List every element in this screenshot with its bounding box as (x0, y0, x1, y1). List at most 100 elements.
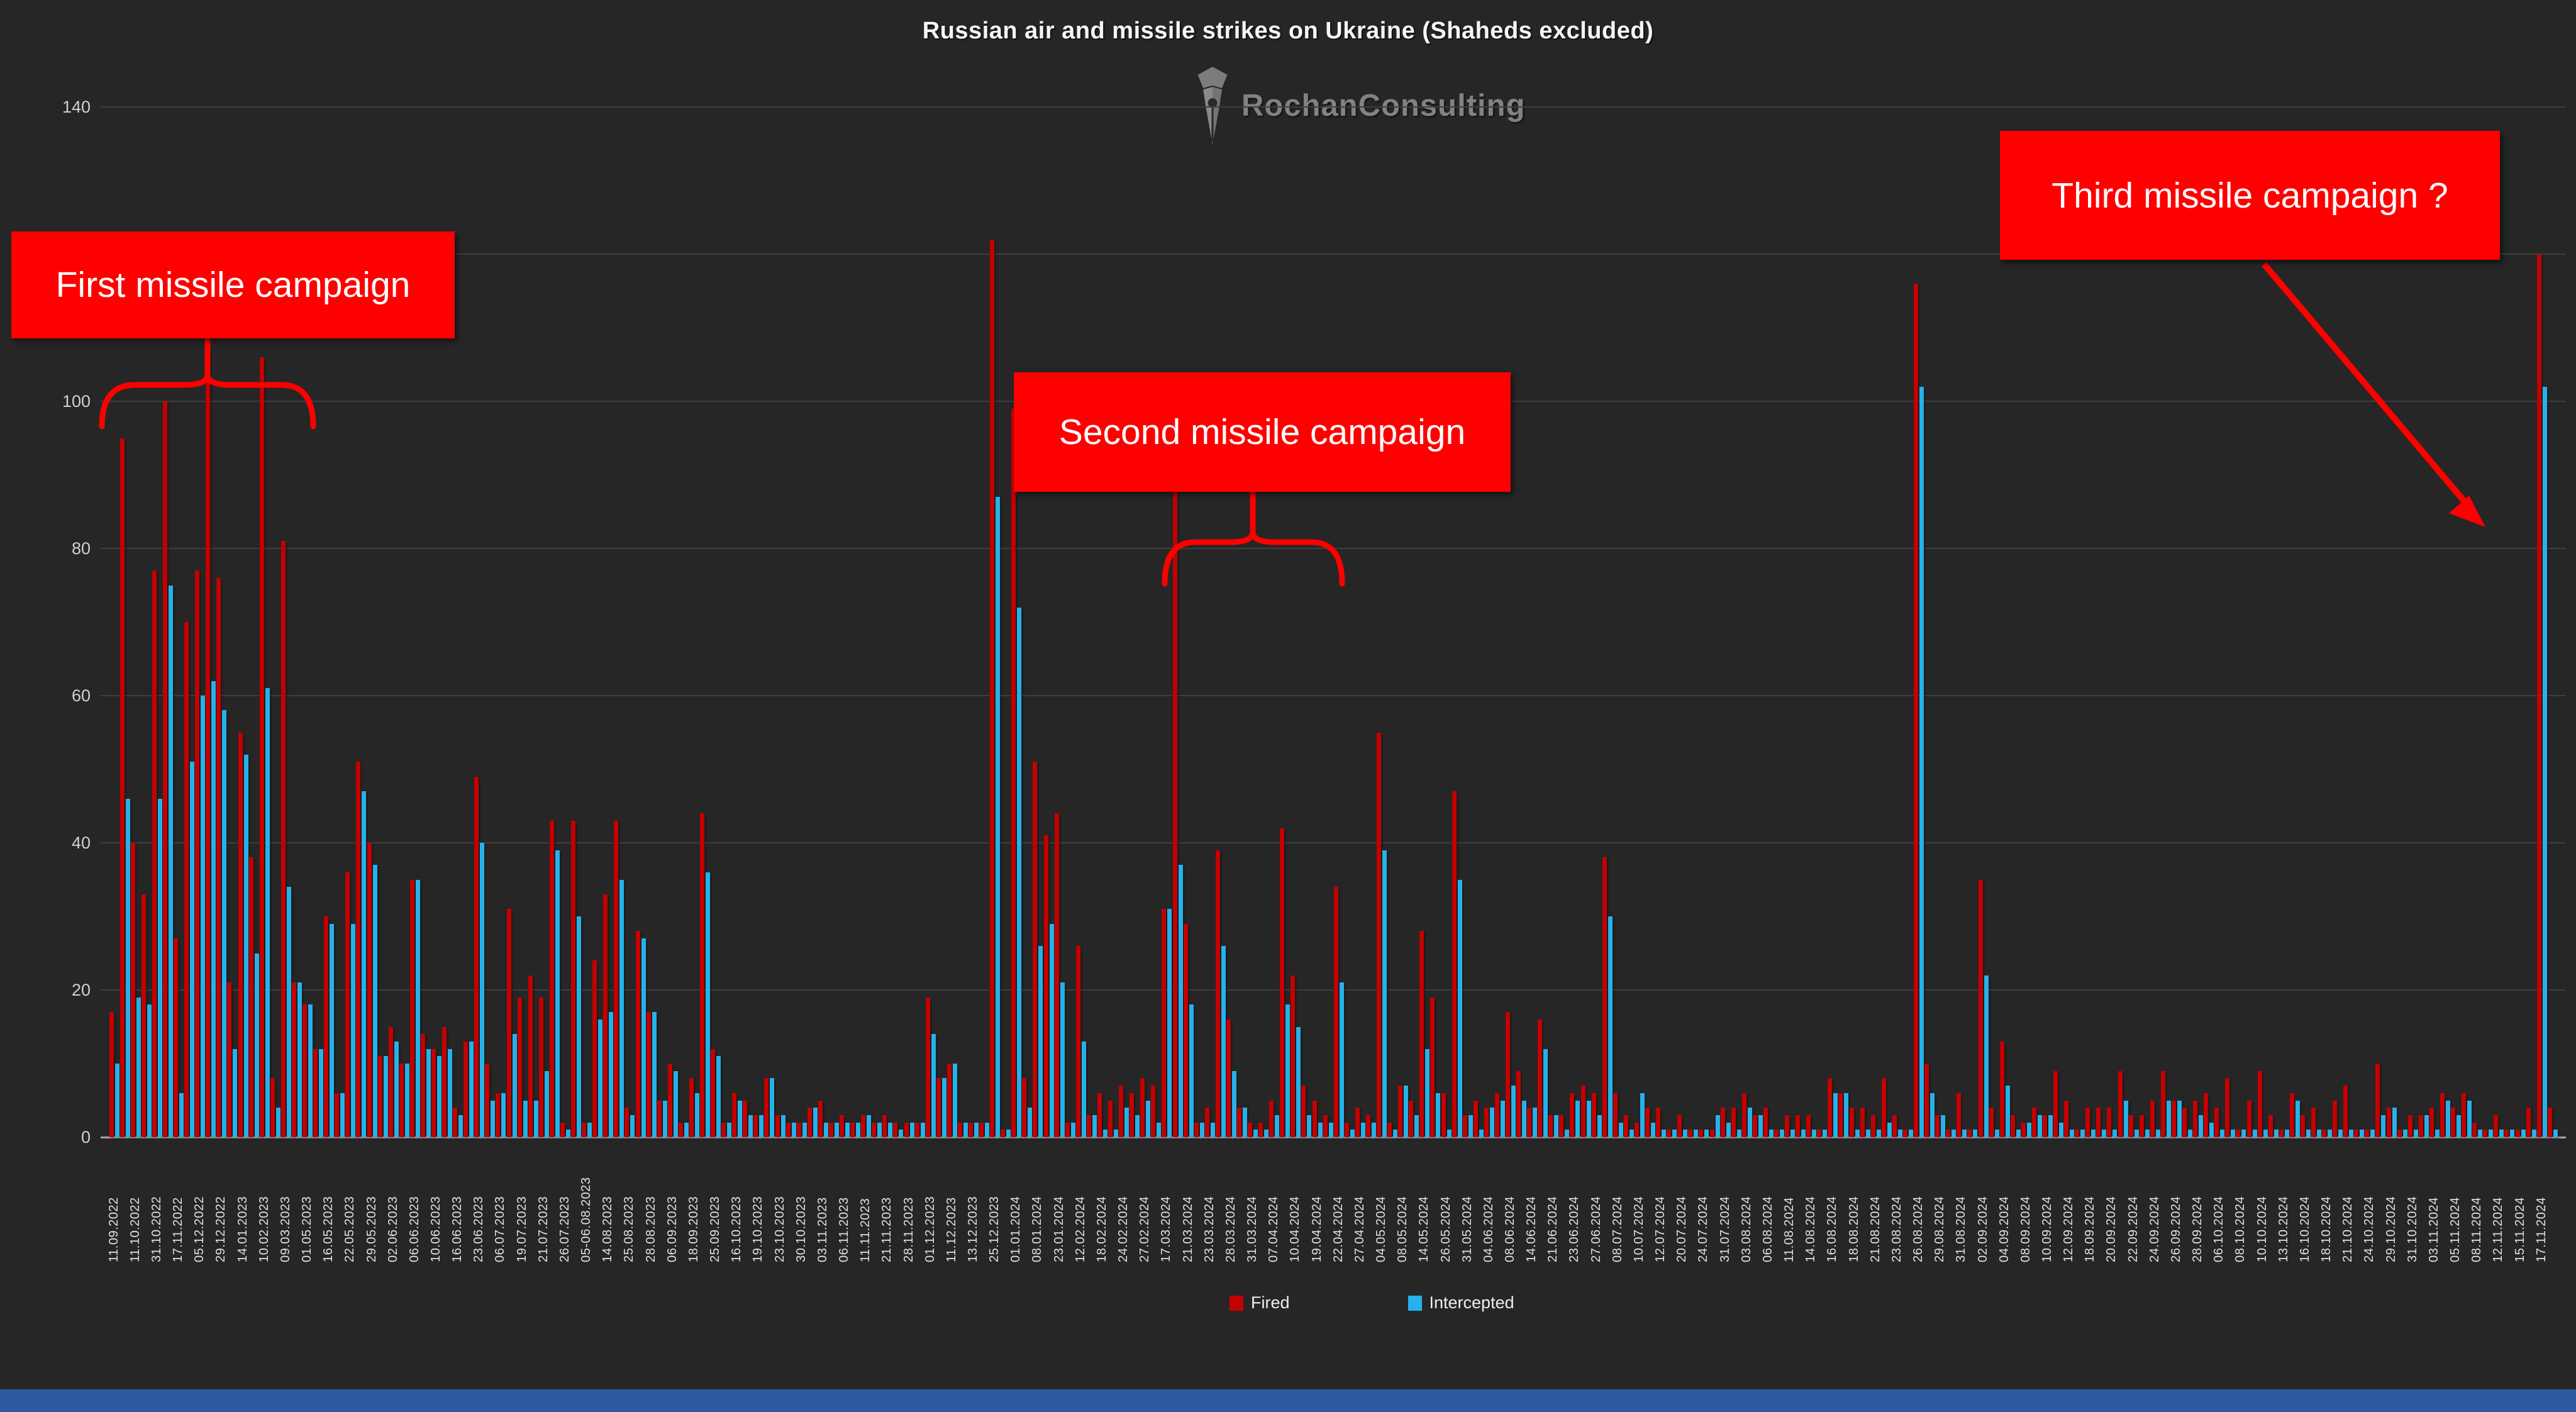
bar-fired (872, 1122, 877, 1137)
bar-fired (1377, 732, 1382, 1137)
bar-fired (291, 982, 296, 1137)
bar-intercepted (1994, 1130, 1999, 1137)
bar-intercepted (963, 1122, 968, 1137)
bar-fired (324, 916, 329, 1137)
x-tick-label: 04.09.2024 (1997, 1196, 2011, 1262)
bar-fired (2375, 1064, 2380, 1137)
bar-intercepted (2489, 1130, 2494, 1137)
x-tick-label: 07.04.2024 (1267, 1196, 1281, 1262)
bar-fired (1054, 813, 1059, 1137)
x-tick-label: 18.08.2024 (1846, 1196, 1861, 1262)
bar-fired (2193, 1100, 2198, 1137)
x-tick-label: 01.01.2024 (1009, 1196, 1023, 1262)
bar-intercepted (114, 1064, 119, 1137)
bar-fired (1677, 1115, 1682, 1137)
bar-fired (1516, 1070, 1521, 1137)
bar-fired (796, 1122, 801, 1137)
bar-fired (1828, 1078, 1833, 1137)
x-tick-label: 26.05.2024 (1438, 1196, 1453, 1262)
x-tick-label: 11.12.2023 (944, 1197, 958, 1262)
bar-fired (1752, 1115, 1757, 1137)
bar-intercepted (2381, 1115, 2386, 1137)
bar-fired (1860, 1108, 1865, 1137)
bar-fired (1172, 489, 1177, 1137)
bar-fired (303, 1004, 308, 1137)
bar-fired (1634, 1122, 1639, 1137)
legend-fired-label: Fired (1251, 1293, 1290, 1312)
bar-intercepted (1049, 923, 1054, 1137)
x-tick-label: 02.06.2023 (386, 1196, 400, 1262)
bar-intercepted (1887, 1122, 1892, 1137)
x-tick-label: 03.11.2024 (2426, 1197, 2441, 1262)
x-tick-label: 24.10.2024 (2362, 1196, 2377, 1262)
bar-intercepted (2306, 1130, 2311, 1137)
bar-intercepted (694, 1092, 699, 1137)
bar-intercepted (1715, 1115, 1720, 1137)
bar-intercepted (265, 688, 270, 1137)
bar-intercepted (652, 1012, 657, 1137)
bar-fired (1699, 1130, 1704, 1137)
bar-fired (2171, 1100, 2176, 1137)
chart-legend: Fired Intercepted (1230, 1293, 1514, 1313)
bar-fired (1527, 1108, 1532, 1137)
bar-intercepted (362, 791, 367, 1137)
x-tick-label: 10.06.2023 (429, 1196, 443, 1262)
bar-fired (2214, 1108, 2219, 1137)
bar-fired (1022, 1078, 1027, 1137)
bar-fired (1462, 1115, 1467, 1137)
bar-fired (732, 1092, 737, 1137)
x-tick-label: 28.08.2023 (643, 1196, 658, 1262)
x-tick-label: 22.05.2023 (343, 1196, 357, 1262)
x-tick-label: 29.10.2024 (2384, 1196, 2398, 1262)
x-tick-label: 01.05.2023 (300, 1196, 314, 1262)
bar-fired (2333, 1100, 2338, 1137)
x-tick-label: 16.10.2024 (2297, 1196, 2312, 1262)
bar-intercepted (706, 872, 710, 1137)
third-campaign-label: Third missile campaign ? (2051, 175, 2448, 216)
x-tick-label: 28.09.2024 (2190, 1196, 2205, 1262)
bar-fired (828, 1122, 833, 1137)
x-tick-label: 26.09.2024 (2168, 1196, 2183, 1262)
legend-intercepted-label: Intercepted (1429, 1293, 1514, 1312)
bar-fired (367, 843, 372, 1137)
bar-intercepted (1146, 1100, 1151, 1137)
bar-fired (2311, 1108, 2316, 1137)
bar-intercepted (2317, 1130, 2321, 1137)
x-tick-label: 11.10.2022 (128, 1197, 142, 1262)
bar-fired (678, 1122, 683, 1137)
bar-fired (2536, 254, 2541, 1137)
bar-fired (2462, 1092, 2467, 1137)
bar-fired (496, 1092, 501, 1137)
x-tick-label: 06.06.2023 (407, 1196, 421, 1262)
fired-swatch-icon (1230, 1295, 1243, 1311)
bar-fired (1924, 1064, 1929, 1137)
bar-fired (1430, 997, 1435, 1137)
bar-intercepted (941, 1078, 947, 1137)
bar-fired (259, 357, 264, 1137)
second-campaign-brace (1162, 490, 1345, 587)
bar-intercepted (2155, 1130, 2160, 1137)
bar-intercepted (1296, 1026, 1301, 1137)
bar-intercepted (1318, 1122, 1323, 1137)
bar-intercepted (330, 923, 335, 1137)
bar-fired (2064, 1100, 2069, 1137)
bar-intercepted (2070, 1130, 2075, 1137)
bar-fired (1119, 1086, 1124, 1137)
bar-fired (560, 1122, 565, 1137)
bar-fired (1720, 1108, 1725, 1137)
x-tick-label: 03.11.2023 (815, 1197, 830, 1262)
bar-intercepted (630, 1115, 635, 1137)
bar-fired (1806, 1115, 1811, 1137)
bar-intercepted (1157, 1122, 1162, 1137)
x-tick-label: 16.05.2023 (321, 1196, 336, 1262)
x-tick-label: 21.07.2023 (536, 1196, 550, 1262)
bar-intercepted (1930, 1092, 1935, 1137)
bar-intercepted (340, 1092, 345, 1137)
bar-intercepted (2016, 1130, 2021, 1137)
bar-intercepted (845, 1122, 850, 1137)
bar-intercepted (1393, 1130, 1398, 1137)
bar-fired (1494, 1092, 1499, 1137)
bar-fired (1613, 1092, 1618, 1137)
bar-fired (2085, 1108, 2090, 1137)
